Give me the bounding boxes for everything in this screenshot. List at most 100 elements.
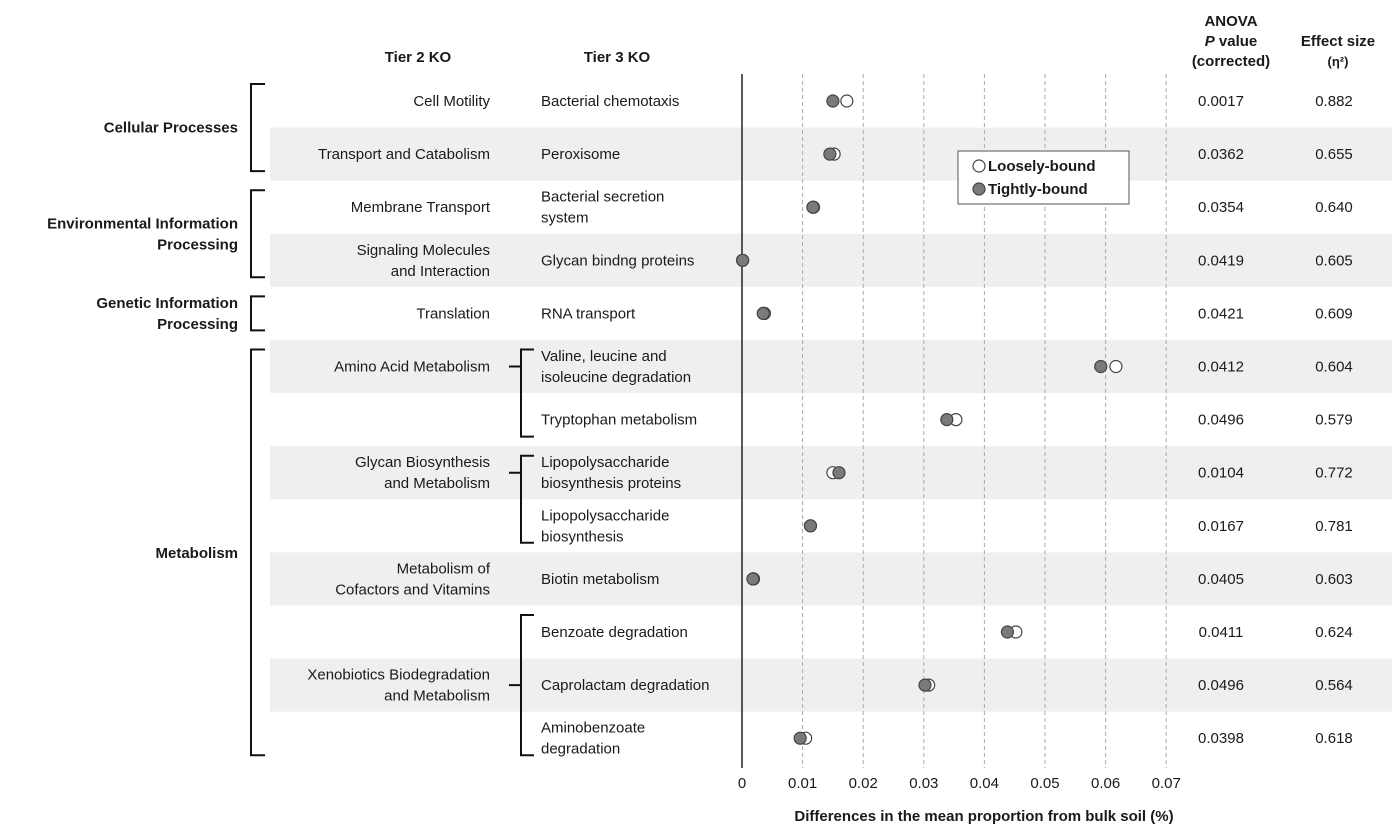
tier2-label: Membrane Transport bbox=[351, 199, 491, 216]
tier3-label: Benzoate degradation bbox=[541, 624, 688, 641]
tier3-label: isoleucine degradation bbox=[541, 369, 691, 386]
tightly-bound-point bbox=[756, 306, 770, 320]
tightly-bound-point bbox=[823, 147, 837, 161]
legend-tightly-marker bbox=[972, 182, 986, 196]
effect-size-value: 0.579 bbox=[1315, 412, 1353, 429]
tier1-bracket bbox=[250, 189, 265, 279]
tier2-label: Amino Acid Metabolism bbox=[334, 359, 490, 376]
anova-p-value: 0.0167 bbox=[1198, 518, 1244, 535]
tier1-label: Processing bbox=[157, 236, 238, 253]
tightly-bound-point bbox=[1000, 625, 1015, 639]
tier3-label: Peroxisome bbox=[541, 146, 620, 163]
tier3-label: Valine, leucine and bbox=[541, 348, 667, 365]
anova-p-value: 0.0421 bbox=[1198, 305, 1244, 322]
tier3-label: system bbox=[541, 210, 589, 227]
anova-header-line3: (corrected) bbox=[1192, 53, 1270, 70]
anova-value-word: value bbox=[1215, 33, 1258, 50]
tier2-labels: Cell Motility Transport and Catabolism Mem… bbox=[307, 93, 490, 705]
x-tick-label: 0 bbox=[738, 775, 746, 792]
tier1-label: Cellular Processes bbox=[104, 120, 238, 137]
tier2-header: Tier 2 KO bbox=[385, 49, 452, 66]
tier3-label: Bacterial secretion bbox=[541, 189, 664, 206]
legend-tightly-label: Tightly-bound bbox=[988, 181, 1088, 198]
anova-p-value: 0.0412 bbox=[1198, 359, 1244, 376]
tier2-label: Cell Motility bbox=[413, 93, 490, 110]
effect-size-value: 0.564 bbox=[1315, 677, 1353, 694]
effect-size-value: 0.618 bbox=[1315, 730, 1353, 747]
anova-p-value: 0.0398 bbox=[1198, 730, 1244, 747]
tier1-label: Genetic Information bbox=[96, 295, 238, 312]
effect-size-value: 0.609 bbox=[1315, 305, 1353, 322]
stats-columns: 0.0017 0.882 0.0362 0.655 0.0354 0.640 0.0419 0… bbox=[1198, 93, 1353, 747]
tightly-bound-point bbox=[746, 572, 760, 586]
effect-size-value: 0.882 bbox=[1315, 93, 1353, 110]
tier1-label: Processing bbox=[157, 316, 238, 333]
tier2-label: Cofactors and Vitamins bbox=[335, 581, 490, 598]
effect-header-line2: (η²) bbox=[1328, 54, 1349, 69]
tier1-bracket bbox=[250, 295, 265, 332]
legend: Loosely-bound Tightly-bound bbox=[957, 150, 1130, 205]
tier3-header: Tier 3 KO bbox=[584, 49, 651, 66]
anova-p-value: 0.0362 bbox=[1198, 146, 1244, 163]
data-points bbox=[736, 94, 1123, 745]
tightly-bound-point bbox=[736, 253, 750, 267]
tier1-bracket bbox=[250, 348, 265, 757]
x-tick-label: 0.06 bbox=[1091, 775, 1120, 792]
x-tick-label: 0.02 bbox=[849, 775, 878, 792]
legend-loosely-marker bbox=[972, 159, 986, 173]
anova-p-italic: P bbox=[1205, 33, 1216, 50]
brackets bbox=[250, 83, 534, 757]
anova-p-value: 0.0354 bbox=[1198, 199, 1244, 216]
x-tick-label: 0.01 bbox=[788, 775, 817, 792]
row-band bbox=[270, 339, 1392, 394]
x-tick-label: 0.03 bbox=[909, 775, 938, 792]
tier3-labels: Bacterial chemotaxis Peroxisome Bacterial … bbox=[541, 93, 709, 758]
tier3-label: RNA transport bbox=[541, 305, 636, 322]
tier1-label: Metabolism bbox=[155, 545, 238, 562]
effect-size-value: 0.640 bbox=[1315, 199, 1353, 216]
legend-loosely-label: Loosely-bound bbox=[988, 158, 1096, 175]
x-tick-label: 0.05 bbox=[1030, 775, 1059, 792]
tier3-bracket bbox=[509, 614, 534, 757]
tier3-label: Biotin metabolism bbox=[541, 571, 659, 588]
tier2-label: Transport and Catabolism bbox=[318, 146, 490, 163]
x-axis-label: Differences in the mean proportion from … bbox=[794, 808, 1173, 825]
effect-size-value: 0.624 bbox=[1315, 624, 1353, 641]
tier2-label: and Interaction bbox=[391, 263, 490, 280]
tier3-label: Aminobenzoate bbox=[541, 720, 645, 737]
tightly-bound-point bbox=[826, 94, 840, 108]
anova-p-value: 0.0405 bbox=[1198, 571, 1244, 588]
anova-p-value: 0.0496 bbox=[1198, 412, 1244, 429]
row-band bbox=[270, 552, 1392, 606]
tier2-label: Signaling Molecules bbox=[357, 242, 490, 259]
effect-size-value: 0.772 bbox=[1315, 465, 1353, 482]
tier1-labels: Cellular Processes Environmental Informat… bbox=[47, 120, 238, 562]
tightly-bound-point bbox=[918, 678, 932, 692]
tier3-label: Bacterial chemotaxis bbox=[541, 93, 679, 110]
row-bands bbox=[270, 127, 1392, 712]
anova-header-line2: P value bbox=[1205, 33, 1258, 50]
tightly-bound-point bbox=[832, 466, 846, 480]
row-band bbox=[270, 233, 1392, 287]
tightly-bound-point bbox=[793, 731, 807, 745]
tier2-label: and Metabolism bbox=[384, 475, 490, 492]
tier3-bracket bbox=[509, 454, 534, 544]
tightly-bound-point bbox=[940, 413, 954, 427]
tightly-bound-point bbox=[803, 519, 818, 533]
effect-size-value: 0.655 bbox=[1315, 146, 1353, 163]
x-tick-label: 0.04 bbox=[970, 775, 999, 792]
loosely-bound-point bbox=[840, 94, 854, 108]
tier3-label: biosynthesis bbox=[541, 528, 624, 545]
anova-p-value: 0.0104 bbox=[1198, 465, 1244, 482]
tier3-label: Glycan bindng proteins bbox=[541, 252, 694, 269]
effect-header-line1: Effect size bbox=[1301, 33, 1375, 50]
tier2-label: Metabolism of bbox=[397, 560, 491, 577]
x-tick-label: 0.07 bbox=[1152, 775, 1181, 792]
tier3-label: Lipopolysaccharide bbox=[541, 454, 669, 471]
tier2-label: Glycan Biosynthesis bbox=[355, 454, 490, 471]
tightly-bound-point bbox=[1094, 359, 1108, 374]
tier2-label: and Metabolism bbox=[384, 688, 490, 705]
anova-p-value: 0.0496 bbox=[1198, 677, 1244, 694]
